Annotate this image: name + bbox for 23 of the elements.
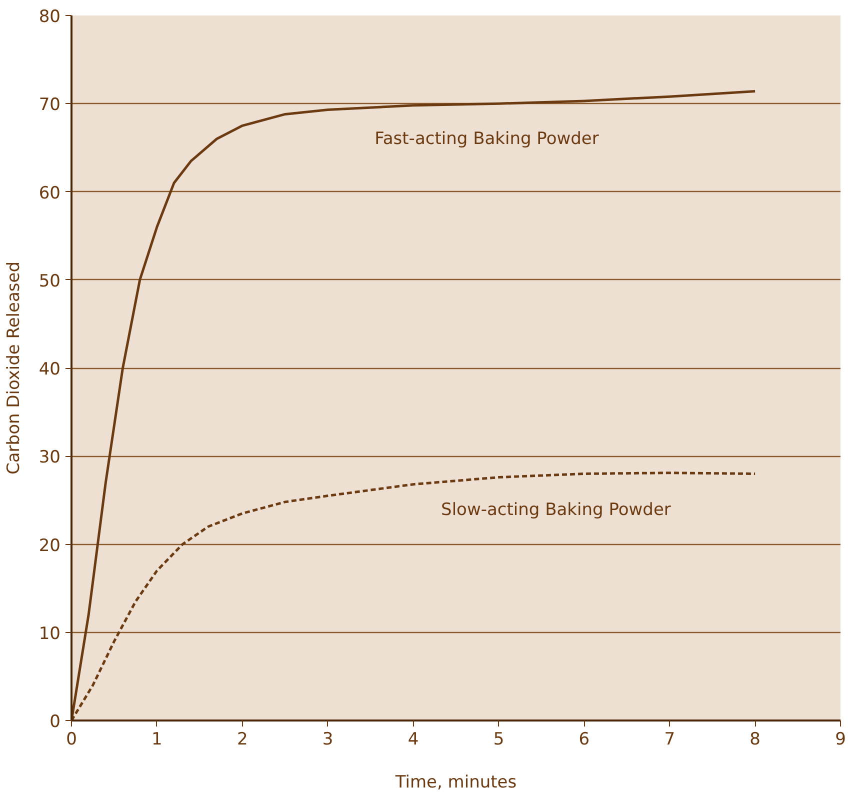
- y-axis-title: Carbon Dioxide Released: [4, 261, 24, 474]
- y-tick-label: 0: [50, 712, 61, 732]
- x-tick-label: 7: [664, 730, 676, 750]
- y-tick-label: 10: [38, 624, 61, 644]
- x-tick-label: 9: [835, 730, 846, 750]
- y-tick-label: 70: [38, 95, 61, 116]
- x-tick-label: 2: [236, 730, 248, 750]
- y-tick-label: 20: [38, 536, 61, 556]
- series-label: Slow-acting Baking Powder: [441, 500, 671, 520]
- y-tick-label: 60: [38, 183, 61, 204]
- x-tick-label: 0: [66, 730, 77, 750]
- series-label: Fast-acting Baking Powder: [374, 129, 599, 150]
- x-tick-label: 4: [408, 730, 419, 750]
- x-axis-title: Time, minutes: [394, 772, 517, 792]
- y-tick-label: 30: [38, 448, 61, 468]
- x-tick-label: 1: [152, 730, 162, 750]
- x-tick-label: 5: [493, 730, 504, 750]
- x-tick-label: 6: [578, 730, 590, 750]
- y-tick-label: 50: [38, 271, 61, 292]
- y-tick-label: 80: [38, 7, 61, 27]
- y-tick-label: 40: [38, 360, 61, 380]
- x-tick-label: 3: [322, 730, 334, 750]
- x-tick-label: 8: [750, 730, 760, 750]
